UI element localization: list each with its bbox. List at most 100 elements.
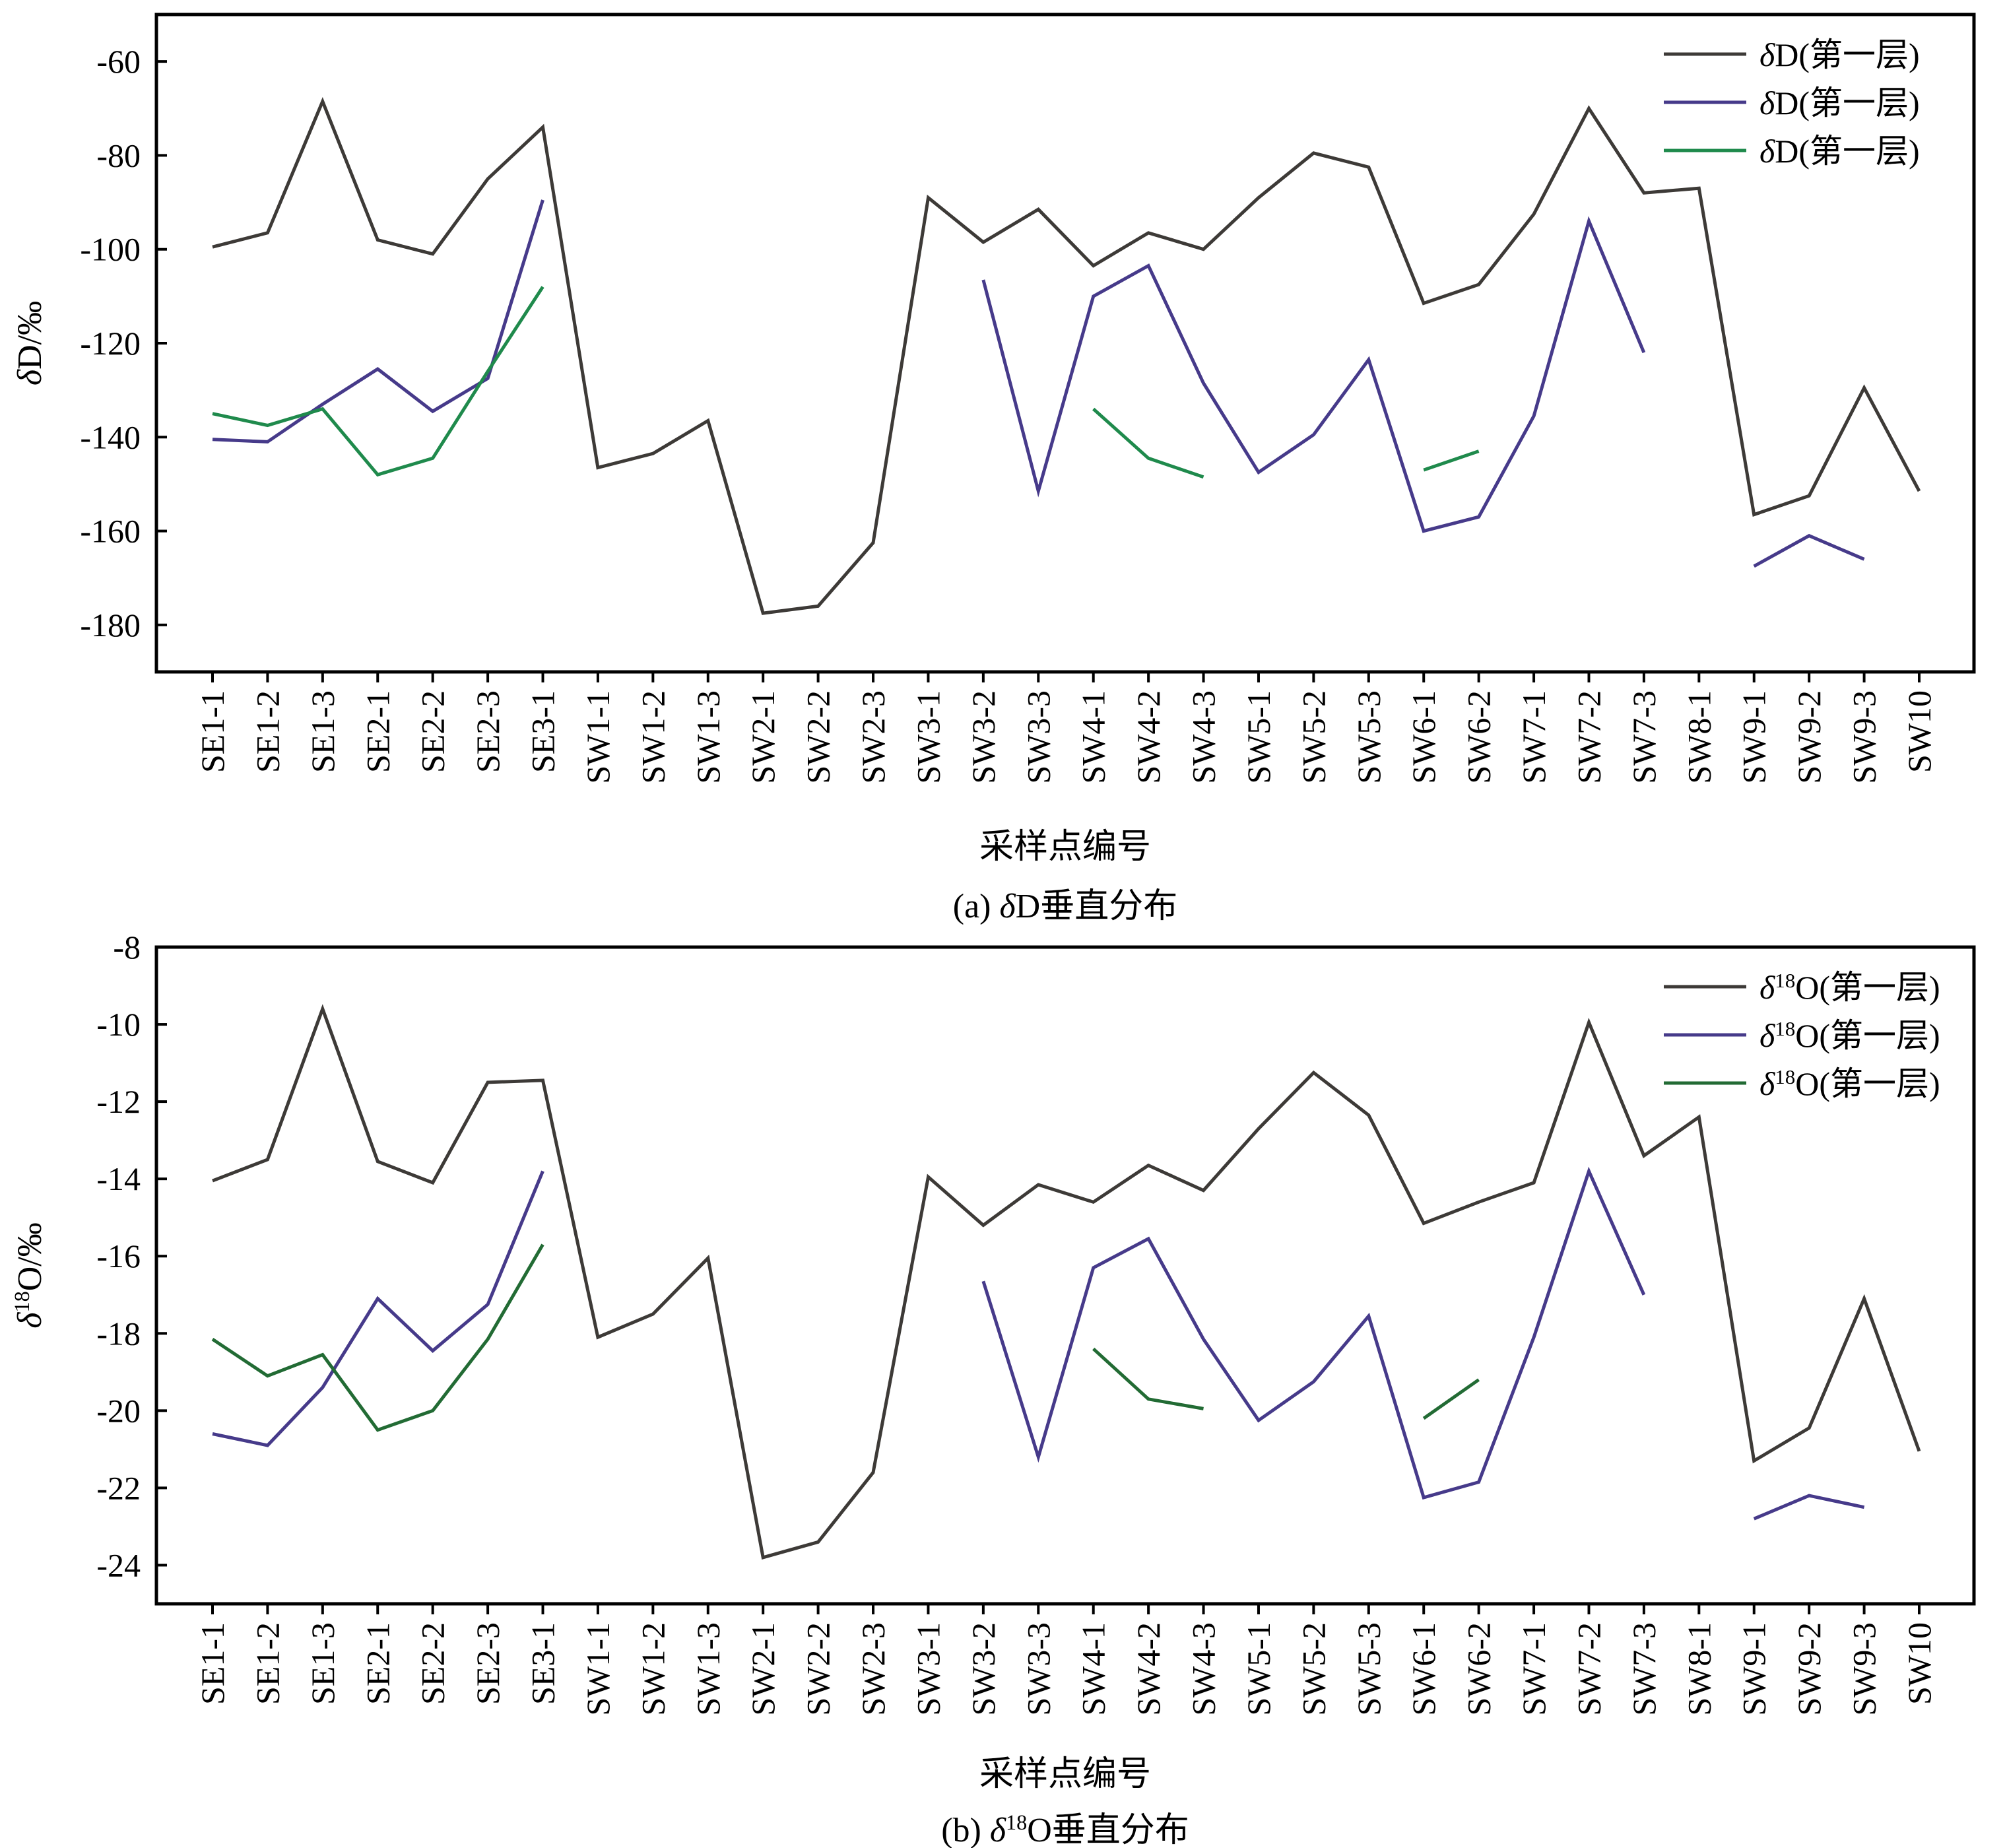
legend-label-2: δD(第一层): [1759, 133, 1920, 170]
legend-label-0: δ18O(第一层): [1759, 969, 1940, 1006]
series-2-segment: [211, 1243, 544, 1432]
x-tick-label: SW2-2: [800, 690, 837, 784]
series-1-segment: [1753, 1494, 1865, 1521]
x-tick-label: SE3-1: [525, 690, 562, 773]
y-tick-label: -160: [80, 513, 141, 550]
chart-a: -60 -80 -100 -120 -140 -160 -180 SE1-1 SE1-2 SE1-…: [11, 13, 1976, 925]
series-1-segment: [212, 1170, 544, 1447]
series-1-segment: [212, 199, 544, 444]
x-tick-label: SW5-1: [1240, 690, 1277, 784]
y-tick-label: -18: [96, 1315, 141, 1352]
x-tick-label: SW3-3: [1020, 690, 1057, 784]
legend-label-0: δD(第一层): [1759, 36, 1920, 73]
y-tick-label: -10: [96, 1006, 141, 1043]
x-tick-label: SE1-1: [194, 690, 231, 773]
x-tick-label: SW8-1: [1680, 1622, 1717, 1716]
caption: (a) δD垂直分布: [953, 888, 1177, 925]
x-tick-label: SE1-3: [304, 690, 341, 773]
series-1-segment: [981, 216, 1646, 533]
x-tick-label: SW2-3: [855, 1622, 892, 1716]
x-tick-label: SW7-2: [1570, 690, 1607, 784]
x-tick-label: SW4-3: [1185, 690, 1222, 784]
x-tick-label: SW9-2: [1791, 690, 1827, 784]
y-axis-title-symbol: δ: [11, 369, 49, 385]
caption-superscript: 18: [1006, 1810, 1027, 1834]
x-tick-label: SW7-1: [1515, 690, 1552, 784]
x-tick-label: SW4-2: [1130, 690, 1167, 784]
series-2-line: [211, 1243, 1480, 1432]
series-2-segment: [1092, 1347, 1204, 1410]
x-tick-label: SW7-2: [1570, 1622, 1607, 1716]
legend-label-2-rest: D(第一层): [1775, 133, 1919, 170]
series-1-segment: [981, 1166, 1646, 1500]
x-tick-label: SW2-2: [800, 1622, 837, 1716]
plot-frame: [154, 945, 1976, 1606]
series-1-line: [212, 1166, 1865, 1521]
x-tick-label: SW3-1: [909, 690, 946, 784]
caption-symbol: δ: [999, 888, 1016, 925]
x-tick-label: SW5-2: [1295, 1622, 1332, 1716]
y-tick-label: -22: [96, 1469, 141, 1506]
legend-label-1-rest: D(第一层): [1775, 84, 1919, 121]
x-tick-label: SW3-2: [965, 1622, 1002, 1716]
legend-label-0-rest: D(第一层): [1775, 36, 1919, 73]
legend: δ18O(第一层)δ18O(第一层)δ18O(第一层): [1664, 969, 1940, 1102]
x-tick-label: SW5-3: [1350, 1622, 1387, 1716]
y-tick-label: -16: [96, 1238, 141, 1274]
x-tick-label: SW6-1: [1405, 690, 1442, 784]
x-tick-label: SW2-1: [744, 690, 781, 784]
x-tick-label: SW10: [1901, 690, 1938, 773]
x-tick-label: SE3-1: [525, 1622, 562, 1705]
y-axis-title: δD/‰: [11, 301, 49, 385]
x-tick-label: SE2-2: [414, 690, 451, 773]
x-tick-label: SE1-2: [249, 1622, 286, 1705]
series-2-line: [212, 286, 1480, 479]
x-axis-title: 采样点编号: [979, 828, 1151, 866]
x-tick-label: SW6-2: [1461, 690, 1497, 784]
y-axis-title-rest: O/‰: [11, 1222, 49, 1291]
x-tick-label: SW6-2: [1461, 1622, 1497, 1716]
x-tick-label: SW2-1: [744, 1622, 781, 1716]
x-tick-label: SW9-1: [1736, 1622, 1773, 1716]
x-tick-label: SW1-2: [634, 1622, 671, 1716]
y-tick-label: -12: [96, 1083, 141, 1120]
y-axis-title-superscript: 18: [10, 1291, 34, 1312]
x-tick-label: SE2-3: [469, 1622, 506, 1705]
y-tick-label: -8: [113, 929, 141, 966]
y-tick-label: -120: [80, 325, 141, 362]
x-tick-label: SE2-2: [414, 1622, 451, 1705]
legend-label-1-symbol: δ: [1759, 1017, 1775, 1054]
y-tick-label: -140: [80, 418, 141, 455]
plot-frame: [154, 13, 1976, 674]
legend-label-0-symbol: δ: [1759, 36, 1775, 73]
legend-label-2-rest: O(第一层): [1795, 1065, 1940, 1102]
x-tick-label: SE1-2: [249, 690, 286, 773]
x-tick-label: SW6-1: [1405, 1622, 1442, 1716]
series-0-segment: [212, 96, 1921, 615]
legend-label-1: δ18O(第一层): [1759, 1017, 1940, 1055]
y-axis-title: δ18O/‰: [10, 1222, 49, 1328]
x-tick-label: SW9-3: [1846, 690, 1883, 784]
x-tick-label: SW5-3: [1350, 690, 1387, 784]
x-tick-label: SW9-3: [1846, 1622, 1883, 1716]
caption-rest: D垂直分布: [1016, 888, 1178, 925]
x-tick-label: SW7-3: [1626, 690, 1662, 784]
y-tick-label: -180: [80, 607, 141, 644]
x-tick-label: SW4-1: [1075, 690, 1112, 784]
chart-b: -8 -10 -12 -14 -16 -18 -20 -22 -24 SE1-1 SE1-2 SE1-…: [10, 929, 1976, 1848]
x-tick-label: SW8-1: [1680, 690, 1717, 784]
series-0-line: [212, 1004, 1921, 1560]
series-2-segment: [1422, 1378, 1480, 1420]
y-tick-label: -14: [96, 1160, 141, 1197]
caption-prefix: (a): [953, 888, 1000, 925]
x-tick-label: SE2-1: [359, 690, 396, 773]
x-tick-label: SW3-3: [1020, 1622, 1057, 1716]
caption-rest: O垂直分布: [1027, 1812, 1189, 1848]
legend-label-0-superscript: 18: [1775, 969, 1795, 992]
x-tick-label: SW5-1: [1240, 1622, 1277, 1716]
y-axis-title-rest: D/‰: [11, 301, 49, 370]
x-tick-label: SW10: [1901, 1622, 1938, 1705]
x-tick-label: SW9-2: [1791, 1622, 1827, 1716]
caption: (b) δ18O垂直分布: [941, 1810, 1189, 1848]
x-tick-label: SW4-3: [1185, 1622, 1222, 1716]
